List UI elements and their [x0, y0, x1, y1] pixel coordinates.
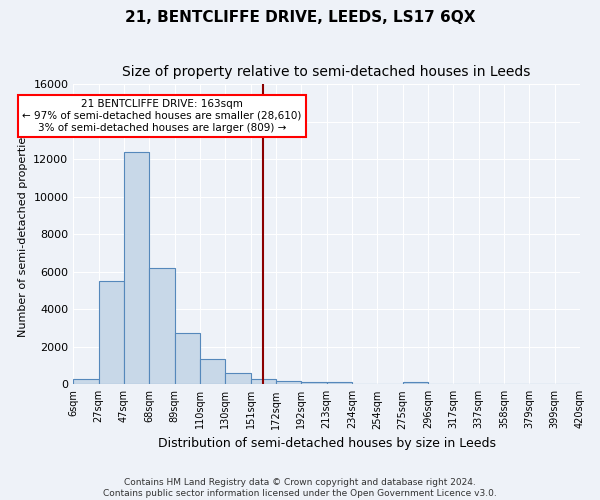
X-axis label: Distribution of semi-detached houses by size in Leeds: Distribution of semi-detached houses by …	[158, 437, 496, 450]
Bar	[251, 380, 276, 384]
Bar	[124, 152, 149, 384]
Title: Size of property relative to semi-detached houses in Leeds: Size of property relative to semi-detach…	[122, 65, 531, 79]
Bar	[175, 332, 200, 384]
Y-axis label: Number of semi-detached properties: Number of semi-detached properties	[18, 132, 28, 338]
Bar	[226, 374, 251, 384]
Bar	[276, 381, 301, 384]
Bar	[149, 268, 175, 384]
Text: 21, BENTCLIFFE DRIVE, LEEDS, LS17 6QX: 21, BENTCLIFFE DRIVE, LEEDS, LS17 6QX	[125, 10, 475, 25]
Bar	[200, 359, 226, 384]
Text: Contains HM Land Registry data © Crown copyright and database right 2024.
Contai: Contains HM Land Registry data © Crown c…	[103, 478, 497, 498]
Bar	[326, 382, 352, 384]
Bar	[301, 382, 326, 384]
Bar	[73, 379, 98, 384]
Bar	[98, 281, 124, 384]
Bar	[403, 382, 428, 384]
Text: 21 BENTCLIFFE DRIVE: 163sqm
← 97% of semi-detached houses are smaller (28,610)
3: 21 BENTCLIFFE DRIVE: 163sqm ← 97% of sem…	[22, 100, 302, 132]
